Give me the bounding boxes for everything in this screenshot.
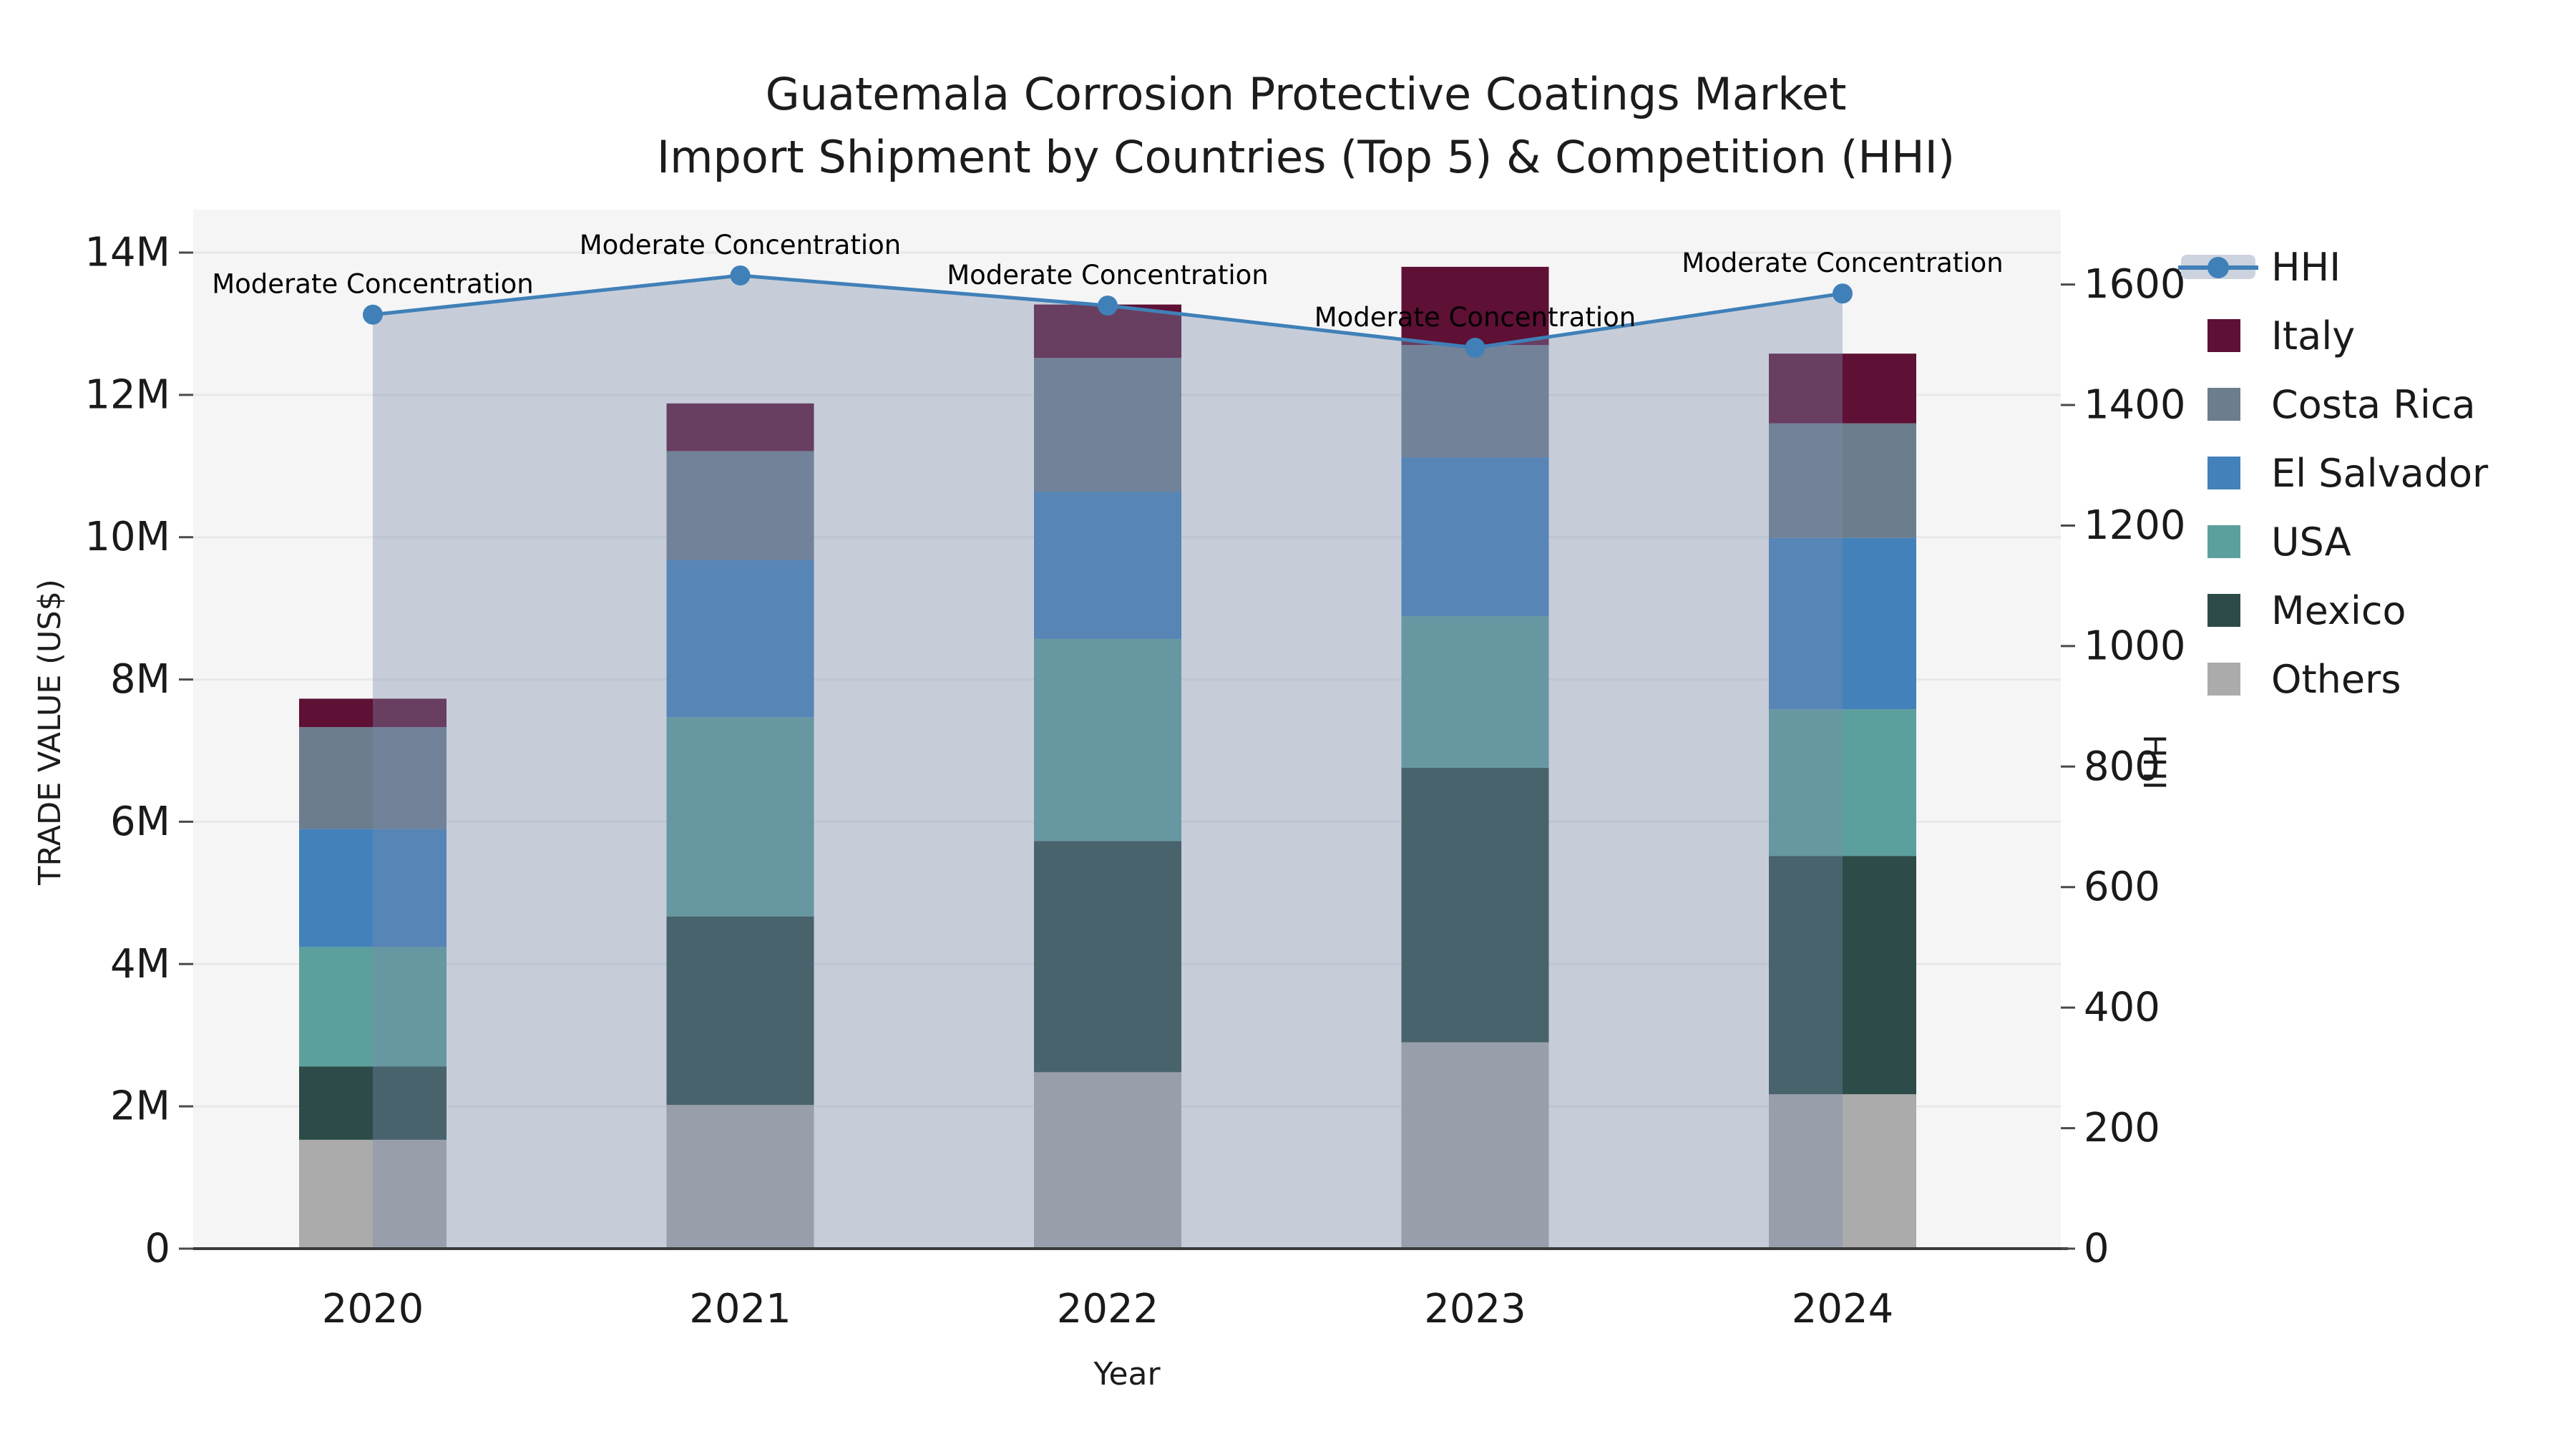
bar-segment-2021-el-salvador	[666, 560, 814, 718]
legend-label: El Salvador	[2271, 450, 2489, 496]
bar-segment-2020-costa-rica	[299, 727, 447, 829]
y-left-tick-0: 0	[145, 1226, 170, 1272]
bar-segment-2024-el-salvador	[1769, 537, 1916, 710]
y-right-tick-600: 600	[2084, 864, 2160, 910]
legend-color-swatch	[2207, 594, 2240, 627]
bar-segment-2020-el-salvador	[299, 829, 447, 947]
hhi-marker-2022	[1098, 296, 1118, 316]
legend-color-swatch	[2207, 457, 2240, 489]
legend-swatch	[2175, 439, 2261, 507]
bar-segment-2020-usa	[299, 947, 447, 1067]
legend-hhi-marker	[2207, 257, 2229, 278]
legend-item-costa-rica: Costa Rica	[2175, 370, 2576, 439]
bar-segment-2024-usa	[1769, 709, 1916, 857]
x-tick-2020: 2020	[322, 1286, 424, 1332]
legend-label: USA	[2271, 519, 2351, 565]
annotation-2021: Moderate Concentration	[580, 230, 901, 260]
y-right-tick-1400: 1400	[2084, 382, 2186, 429]
y-right-tick-200: 200	[2084, 1105, 2160, 1151]
legend-label: Others	[2271, 656, 2401, 702]
y-left-tick-2M: 2M	[110, 1083, 170, 1130]
bar-segment-2023-usa	[1401, 616, 1549, 768]
bar-segment-2024-italy	[1769, 353, 1916, 424]
y-left-tick-12M: 12M	[84, 371, 170, 418]
legend-swatch	[2175, 301, 2261, 370]
bar-segment-2020-italy	[299, 698, 447, 728]
bar-segment-2023-others	[1401, 1042, 1549, 1249]
y-left-tick-4M: 4M	[110, 941, 170, 987]
legend-item-others: Others	[2175, 645, 2576, 713]
legend-swatch	[2175, 645, 2261, 713]
bar-segment-2024-others	[1769, 1094, 1916, 1249]
bar-segment-2021-costa-rica	[666, 451, 814, 560]
legend-color-swatch	[2207, 319, 2240, 352]
legend-item-italy: Italy	[2175, 301, 2576, 370]
bar-segment-2022-others	[1034, 1072, 1181, 1249]
annotation-2022: Moderate Concentration	[947, 260, 1268, 291]
bar-segment-2022-mexico	[1034, 841, 1181, 1073]
legend-label: Costa Rica	[2271, 381, 2476, 427]
bar-segment-2022-usa	[1034, 638, 1181, 841]
legend-color-swatch	[2207, 525, 2240, 558]
legend-line-sample	[2175, 233, 2261, 301]
hhi-marker-2024	[1833, 283, 1853, 304]
legend-label: HHI	[2271, 244, 2341, 290]
bar-segment-2023-el-salvador	[1401, 457, 1549, 617]
x-tick-2022: 2022	[1057, 1286, 1159, 1332]
chart-title-line1: Guatemala Corrosion Protective Coatings …	[765, 68, 1847, 120]
legend-item-mexico: Mexico	[2175, 576, 2576, 645]
hhi-marker-2023	[1465, 338, 1485, 358]
y-right-tick-1000: 1000	[2084, 623, 2186, 669]
hhi-marker-2020	[363, 304, 383, 325]
y-right-tick-400: 400	[2084, 985, 2160, 1031]
bar-segment-2024-costa-rica	[1769, 423, 1916, 538]
bar-segment-2021-mexico	[666, 916, 814, 1106]
bar-segment-2022-el-salvador	[1034, 492, 1181, 639]
legend-color-swatch	[2207, 388, 2240, 421]
x-tick-2023: 2023	[1424, 1286, 1526, 1332]
legend-swatch	[2175, 576, 2261, 645]
bar-segment-2024-mexico	[1769, 856, 1916, 1095]
legend-label: Mexico	[2271, 587, 2406, 633]
legend-item-el-salvador: El Salvador	[2175, 439, 2576, 507]
annotation-2020: Moderate Concentration	[212, 269, 533, 300]
y-left-tick-10M: 10M	[84, 514, 170, 560]
bar-segment-2021-italy	[666, 403, 814, 452]
bar-segment-2023-mexico	[1401, 767, 1549, 1043]
y-right-tick-800: 800	[2084, 743, 2160, 790]
legend-label: Italy	[2271, 313, 2356, 358]
y-left-tick-14M: 14M	[84, 230, 170, 276]
y-right-tick-1600: 1600	[2084, 261, 2186, 308]
y-left-tick-8M: 8M	[110, 656, 170, 703]
legend-swatch	[2175, 507, 2261, 576]
legend-item-hhi: HHI	[2175, 233, 2576, 301]
bar-segment-2022-costa-rica	[1034, 358, 1181, 492]
legend-item-usa: USA	[2175, 507, 2576, 576]
bar-segment-2021-others	[666, 1105, 814, 1249]
y-right-tick-1200: 1200	[2084, 502, 2186, 549]
legend-color-swatch	[2207, 663, 2240, 696]
x-axis-label: Year	[1093, 1356, 1161, 1392]
y-right-tick-0: 0	[2084, 1226, 2109, 1272]
x-tick-2021: 2021	[689, 1286, 791, 1332]
annotation-2023: Moderate Concentration	[1314, 302, 1636, 333]
chart-title: Guatemala Corrosion Protective Coatings …	[304, 63, 2308, 189]
hhi-marker-2021	[730, 265, 751, 286]
y-left-tick-6M: 6M	[110, 799, 170, 845]
legend-swatch	[2175, 370, 2261, 439]
bar-segment-2021-usa	[666, 717, 814, 917]
chart-title-line2: Import Shipment by Countries (Top 5) & C…	[656, 131, 1956, 184]
bar-segment-2023-italy	[1401, 266, 1549, 346]
bar-segment-2020-mexico	[299, 1066, 447, 1140]
x-tick-2024: 2024	[1792, 1286, 1894, 1332]
annotation-2024: Moderate Concentration	[1682, 248, 2003, 278]
legend: HHI Italy Costa Rica El Salvador USA Mexico Ot…	[2175, 233, 2576, 713]
hhi-area-fill	[373, 275, 1843, 1249]
bar-segment-2023-costa-rica	[1401, 345, 1549, 458]
bar-segment-2020-others	[299, 1139, 447, 1249]
